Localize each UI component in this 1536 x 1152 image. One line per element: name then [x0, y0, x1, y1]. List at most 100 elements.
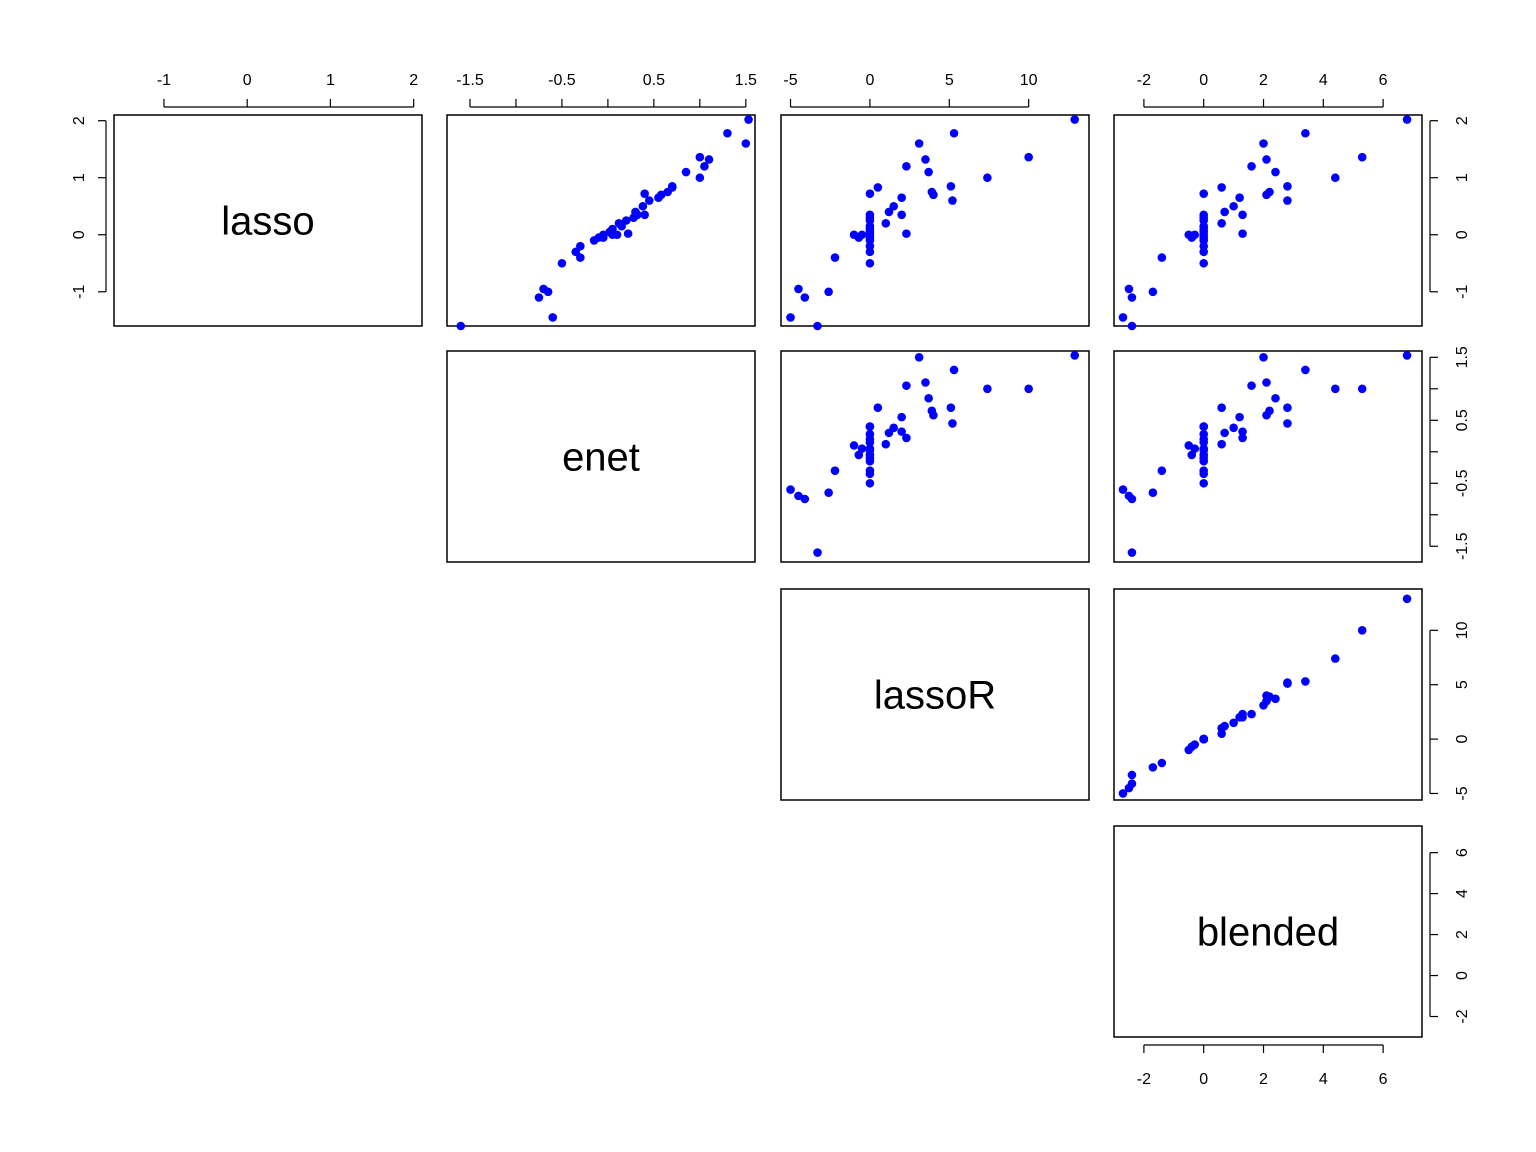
panel-frame-lasso-lasso [113, 114, 423, 327]
panel-frame-lassoR-blended [1113, 588, 1423, 801]
point-lasso-vs-enet-32 [640, 210, 649, 220]
point-lasso-vs-lassoR-12 [897, 193, 906, 202]
point-lasso-vs-lassoR-37 [794, 284, 803, 294]
point-lasso-vs-blended-31 [1199, 258, 1209, 268]
diagonal-label-enet: enet [562, 436, 640, 480]
point-lasso-vs-lassoR-1 [949, 128, 959, 138]
panel-frame-lasso-lassoR [780, 114, 1090, 327]
right-tick-label-lasso-0: -1 [1454, 285, 1471, 299]
point-lasso-vs-blended-36 [1148, 287, 1158, 297]
right-tick-label-blended-3: 4 [1454, 889, 1471, 898]
point-lasso-vs-lassoR-7 [983, 173, 992, 183]
point-lasso-vs-blended-3 [1357, 152, 1367, 162]
top-tick-label-blended-2: 2 [1259, 72, 1268, 89]
point-lasso-vs-blended-35 [1157, 253, 1167, 262]
point-enet-vs-blended-7 [1330, 384, 1340, 394]
point-lasso-vs-lassoR-3 [1024, 152, 1033, 162]
point-enet-vs-lassoR-27 [865, 456, 875, 466]
bottom-tick-label-blended-2: 2 [1259, 1071, 1268, 1088]
point-lasso-vs-enet-39 [548, 313, 558, 322]
point-lasso-vs-enet-15 [638, 201, 648, 211]
point-enet-vs-lassoR-20 [881, 439, 891, 449]
point-lasso-vs-enet-37 [539, 284, 548, 294]
point-lasso-vs-lassoR-11 [929, 190, 938, 200]
right-tick-label-lassoR-3: 10 [1454, 621, 1471, 639]
panel-frame-lassoR-lassoR [780, 588, 1090, 801]
top-tick-label-lassoR-0: -5 [783, 72, 797, 89]
point-lasso-vs-enet-30 [571, 247, 581, 257]
right-tick-label-blended-4: 6 [1454, 848, 1471, 857]
point-enet-vs-blended-8 [1283, 403, 1292, 412]
point-enet-vs-lassoR-40 [813, 548, 822, 557]
panel-frame-lasso-blended [1113, 114, 1423, 327]
point-enet-vs-blended-36 [1148, 488, 1158, 498]
point-lasso-vs-enet-29 [576, 241, 585, 251]
point-lassoR-vs-blended-1 [1301, 677, 1310, 686]
left-tick-label-lasso-3: 2 [71, 116, 88, 125]
point-enet-vs-lassoR-3 [1024, 384, 1033, 394]
point-lasso-vs-blended-15 [1229, 201, 1238, 211]
point-lassoR-vs-blended-0 [1402, 594, 1412, 604]
top-tick-label-blended-4: 6 [1379, 72, 1388, 89]
point-lasso-vs-lassoR-32 [865, 210, 875, 220]
point-lasso-vs-enet-27 [589, 236, 599, 245]
right-tick-label-lassoR-1: 0 [1454, 735, 1471, 744]
point-lasso-vs-lassoR-8 [946, 181, 956, 191]
point-lasso-vs-blended-2 [1259, 139, 1268, 148]
point-lasso-vs-blended-38 [1127, 293, 1137, 302]
point-enet-vs-blended-27 [1199, 456, 1209, 466]
point-enet-vs-lassoR-0 [1070, 351, 1080, 360]
top-tick-label-blended-1: 0 [1199, 72, 1208, 89]
point-lassoR-vs-blended-34 [1187, 742, 1197, 752]
point-enet-vs-lassoR-25 [902, 433, 911, 443]
point-lasso-vs-lassoR-17 [897, 210, 906, 220]
point-lasso-vs-lassoR-38 [800, 293, 810, 302]
point-lasso-vs-lassoR-31 [865, 258, 875, 268]
point-enet-vs-lassoR-37 [794, 491, 803, 501]
point-enet-vs-blended-25 [1238, 433, 1247, 443]
point-enet-vs-blended-33 [1184, 441, 1194, 450]
point-lasso-vs-lassoR-36 [824, 287, 833, 297]
point-enet-vs-lassoR-17 [897, 427, 906, 436]
diagonal-label-blended: blended [1197, 911, 1339, 955]
point-lasso-vs-blended-40 [1127, 321, 1137, 331]
point-enet-vs-lassoR-13 [948, 419, 957, 428]
point-lasso-vs-lassoR-6 [924, 167, 933, 177]
point-lassoR-vs-blended-32 [1199, 734, 1209, 744]
point-enet-vs-lassoR-21 [865, 438, 875, 447]
point-enet-vs-blended-21 [1199, 438, 1209, 447]
point-lasso-vs-blended-0 [1402, 115, 1412, 124]
point-enet-vs-blended-31 [1199, 478, 1209, 488]
right-tick-label-lassoR-2: 5 [1454, 680, 1471, 689]
point-lasso-vs-enet-1 [723, 128, 732, 138]
point-lasso-vs-blended-16 [1220, 207, 1229, 217]
point-lasso-vs-lassoR-39 [786, 313, 795, 322]
point-enet-vs-lassoR-16 [884, 428, 894, 438]
point-lasso-vs-blended-39 [1118, 313, 1128, 322]
point-lasso-vs-blended-1 [1301, 128, 1310, 138]
point-lasso-vs-lassoR-20 [881, 219, 891, 228]
point-lasso-vs-lassoR-25 [902, 229, 911, 238]
point-enet-vs-blended-20 [1217, 439, 1226, 449]
panel-frame-enet-lassoR [780, 350, 1090, 563]
point-lasso-vs-lassoR-13 [948, 196, 957, 205]
point-lasso-vs-blended-14 [1199, 189, 1209, 198]
point-lasso-vs-lassoR-4 [921, 155, 930, 164]
point-lasso-vs-enet-3 [695, 152, 705, 162]
diagonal-label-lassoR: lassoR [874, 674, 996, 718]
right-tick-label-lasso-3: 2 [1454, 116, 1471, 125]
point-lasso-vs-blended-11 [1262, 190, 1271, 200]
point-enet-vs-lassoR-33 [849, 441, 859, 450]
point-lasso-vs-blended-8 [1283, 181, 1292, 191]
point-enet-vs-blended-15 [1229, 423, 1238, 433]
point-lasso-vs-lassoR-30 [865, 247, 875, 257]
point-lasso-vs-blended-5 [1247, 162, 1256, 171]
top-tick-label-enet-2: -0.5 [548, 72, 576, 89]
point-enet-vs-blended-3 [1357, 384, 1367, 394]
bottom-tick-label-blended-4: 6 [1379, 1071, 1388, 1088]
left-tick-label-lasso-0: -1 [71, 285, 88, 299]
point-enet-vs-lassoR-12 [897, 412, 906, 422]
point-lasso-vs-blended-25 [1238, 229, 1247, 238]
point-enet-vs-blended-39 [1118, 485, 1128, 494]
point-enet-vs-lassoR-32 [865, 422, 875, 431]
